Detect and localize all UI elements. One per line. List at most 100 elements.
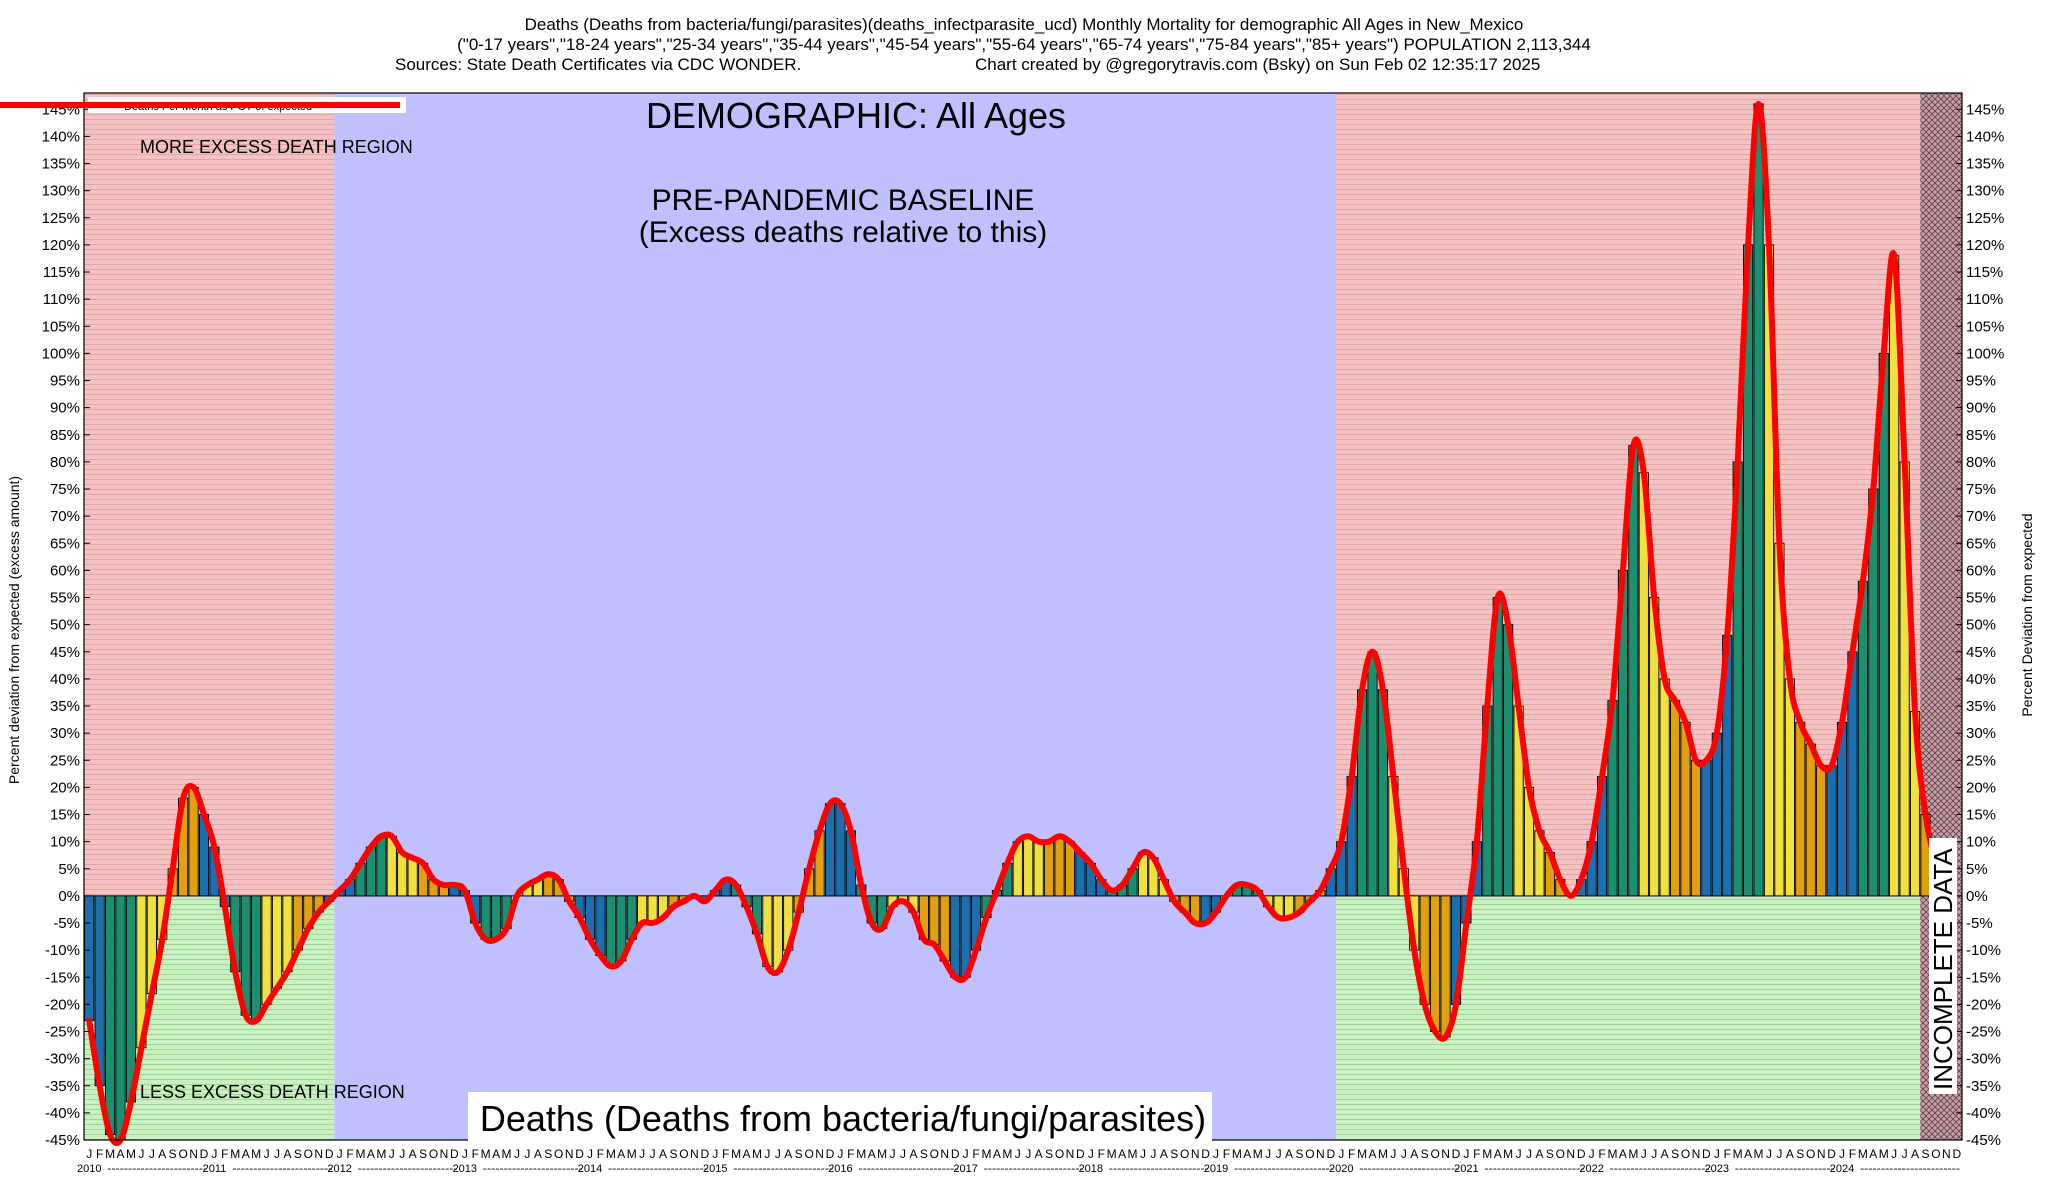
bar-156: [1711, 732, 1722, 897]
xtick-month-64: M: [752, 1147, 762, 1161]
xtick-month-144: J: [1589, 1147, 1595, 1161]
ytick-left-label-100: 100%: [42, 345, 80, 362]
less-region-left: [84, 895, 335, 1140]
ytick-left-label-90: 90%: [50, 400, 80, 417]
xtick-month-127: A: [1410, 1147, 1418, 1161]
year-dashes-2012: ------------------------: [358, 1163, 458, 1175]
ytick-right-label-125: 125%: [1966, 210, 2004, 227]
incomplete-label-box: [1929, 838, 1957, 1094]
bar-154: [1690, 759, 1702, 897]
more-excess-label: MORE EXCESS DEATH REGION: [140, 137, 413, 157]
xtick-year-2012: 2012: [327, 1163, 351, 1175]
xtick-month-52: M: [627, 1147, 637, 1161]
bar-3: [115, 895, 126, 1141]
xtick-month-108: J: [1213, 1147, 1219, 1161]
xtick-month-67: A: [784, 1147, 792, 1161]
ytick-right-label--15: -15%: [1966, 969, 2001, 986]
xtick-month-128: S: [1421, 1147, 1429, 1161]
xtick-month-80: S: [920, 1147, 928, 1161]
xtick-month-76: M: [877, 1147, 887, 1161]
xtick-month-141: O: [1556, 1147, 1565, 1161]
ytick-right-label-145: 145%: [1966, 101, 2004, 118]
xtick-month-69: O: [804, 1147, 813, 1161]
ytick-right-label--40: -40%: [1966, 1105, 2001, 1122]
xtick-year-2014: 2014: [578, 1163, 602, 1175]
xtick-month-65: J: [764, 1147, 770, 1161]
xtick-month-59: D: [700, 1147, 709, 1161]
xtick-month-140: S: [1546, 1147, 1554, 1161]
xtick-month-29: J: [389, 1147, 395, 1161]
ytick-right-label-15: 15%: [1966, 807, 1996, 824]
bar-31: [407, 857, 418, 897]
ytick-left-label-85: 85%: [50, 427, 80, 444]
xtick-month-7: A: [158, 1147, 166, 1161]
ytick-left-label--25: -25%: [45, 1024, 80, 1041]
ytick-right-label-65: 65%: [1966, 535, 1996, 552]
xtick-month-82: N: [940, 1147, 949, 1161]
ytick-right-label-60: 60%: [1966, 562, 1996, 579]
xtick-month-171: A: [1869, 1147, 1877, 1161]
ytick-left-label-125: 125%: [42, 210, 80, 227]
xtick-month-138: J: [1526, 1147, 1532, 1161]
xtick-month-158: M: [1733, 1147, 1743, 1161]
xtick-year-2011: 2011: [203, 1163, 227, 1175]
year-dashes-2017: ------------------------: [984, 1163, 1084, 1175]
xtick-month-93: O: [1055, 1147, 1064, 1161]
xtick-month-88: M: [1002, 1147, 1012, 1161]
year-dashes-2022: ------------------------: [1610, 1163, 1710, 1175]
ytick-left-label-15: 15%: [50, 807, 80, 824]
xtick-month-47: D: [575, 1147, 584, 1161]
year-dashes-2010: ------------------------: [107, 1163, 207, 1175]
ytick-right-label-0: 0%: [1966, 888, 1988, 905]
xtick-month-50: M: [606, 1147, 616, 1161]
xtick-month-87: A: [993, 1147, 1001, 1161]
year-dashes-2024: ------------------------: [1860, 1163, 1960, 1175]
bar-0: [84, 895, 95, 1022]
xtick-month-28: M: [376, 1147, 386, 1161]
xtick-month-61: F: [722, 1147, 729, 1161]
xtick-month-77: J: [890, 1147, 896, 1161]
year-dashes-2020: ------------------------: [1359, 1163, 1459, 1175]
xtick-month-26: M: [355, 1147, 365, 1161]
xtick-year-2010: 2010: [77, 1163, 101, 1175]
source-text: Sources: State Death Certificates via CD…: [395, 55, 801, 74]
xtick-month-49: F: [597, 1147, 604, 1161]
xtick-month-63: A: [743, 1147, 751, 1161]
xtick-month-70: N: [815, 1147, 824, 1161]
ytick-left-label-60: 60%: [50, 562, 80, 579]
ytick-right-label--25: -25%: [1966, 1024, 2001, 1041]
bar-91: [1033, 841, 1044, 897]
y-axis-right: -45% -40% -35% -30% -25% -20% -15% -10% -5% 0% 5% 1…: [1956, 101, 2004, 1149]
xtick-month-122: M: [1357, 1147, 1367, 1161]
xtick-month-156: J: [1714, 1147, 1720, 1161]
xtick-month-14: M: [230, 1147, 240, 1161]
xtick-month-115: A: [1285, 1147, 1293, 1161]
xtick-year-2022: 2022: [1579, 1163, 1603, 1175]
xtick-month-174: J: [1902, 1147, 1908, 1161]
xtick-month-164: S: [1796, 1147, 1804, 1161]
bar-171: [1868, 488, 1879, 897]
xtick-month-10: N: [189, 1147, 198, 1161]
ytick-right-label-25: 25%: [1966, 752, 1996, 769]
bar-30: [397, 852, 408, 897]
xtick-month-102: J: [1150, 1147, 1156, 1161]
bar-129: [1430, 895, 1441, 1032]
xtick-month-32: S: [419, 1147, 427, 1161]
xtick-month-71: D: [826, 1147, 835, 1161]
xtick-month-154: N: [1692, 1147, 1701, 1161]
demographic-label: DEMOGRAPHIC: All Ages: [646, 95, 1066, 136]
xtick-month-161: J: [1766, 1147, 1772, 1161]
ytick-left-label-75: 75%: [50, 481, 80, 498]
xtick-month-39: A: [492, 1147, 500, 1161]
bar-163: [1784, 678, 1795, 897]
ytick-right-label--45: -45%: [1966, 1132, 2001, 1149]
xtick-month-60: J: [712, 1147, 718, 1161]
ytick-right-label--5: -5%: [1966, 915, 1993, 932]
xtick-month-169: F: [1849, 1147, 1856, 1161]
xtick-month-21: O: [304, 1147, 313, 1161]
xtick-month-48: J: [587, 1147, 593, 1161]
xtick-month-75: A: [868, 1147, 876, 1161]
year-dashes-2014: ------------------------: [608, 1163, 708, 1175]
xtick-month-92: S: [1045, 1147, 1053, 1161]
